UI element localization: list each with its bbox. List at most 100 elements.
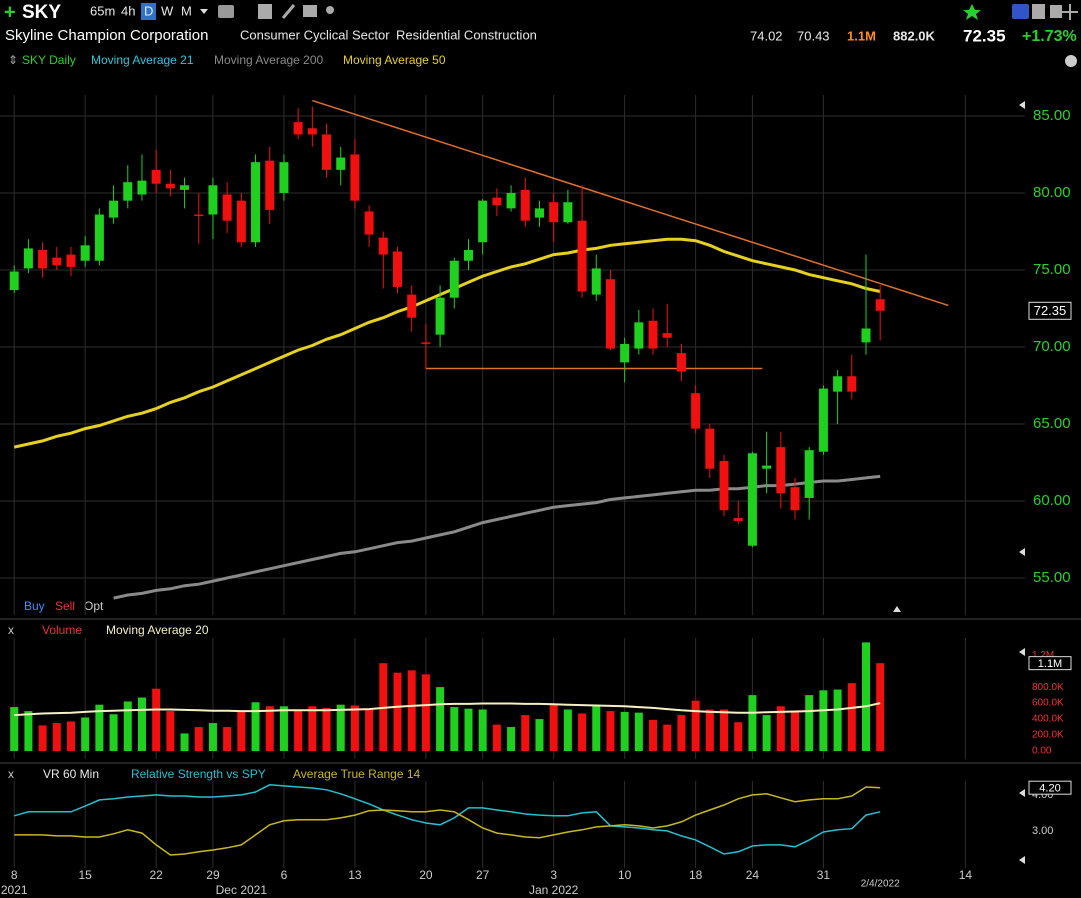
volume-bar	[805, 695, 814, 751]
close-button[interactable]: x	[8, 623, 14, 637]
candle-body	[194, 214, 204, 217]
y-tick-label: 80.00	[1033, 184, 1071, 201]
candle-body	[165, 183, 175, 189]
legend-item[interactable]: VR 60 Min	[43, 767, 99, 781]
tool-icon[interactable]	[258, 4, 272, 19]
candle-body	[847, 376, 857, 392]
volume-bar	[450, 707, 459, 751]
volume-bar	[833, 689, 842, 751]
timeframe[interactable]: 4h	[121, 3, 135, 18]
volume-bar	[563, 709, 572, 751]
candle-body	[393, 251, 403, 287]
tool-icon[interactable]	[281, 4, 296, 19]
price-marker-label: 4.20	[1039, 783, 1060, 795]
candle-body	[336, 157, 346, 170]
volume-bar	[109, 714, 118, 751]
sort-icon[interactable]: ⇕	[8, 53, 18, 67]
price-marker-box	[1028, 656, 1072, 671]
symbol[interactable]: SKY	[22, 2, 61, 23]
candle-body	[662, 333, 672, 338]
volume-bar	[66, 721, 75, 751]
candle-body	[180, 185, 190, 190]
volume-bar	[776, 706, 785, 751]
axis-arrow	[1019, 548, 1025, 556]
candle-body	[435, 297, 445, 335]
volume-bar	[734, 722, 743, 751]
candle-body	[875, 299, 885, 311]
timeframe[interactable]: M	[181, 3, 192, 18]
candle-body	[109, 200, 119, 218]
candle-body	[407, 294, 417, 318]
volume-bar	[194, 727, 203, 751]
volume-bar	[507, 727, 516, 751]
timeframe[interactable]: D	[144, 3, 153, 18]
timeframe[interactable]: W	[161, 3, 174, 18]
candle-body	[733, 517, 743, 522]
y-tick-label: 800.0K	[1032, 682, 1064, 693]
tool-icon[interactable]	[326, 6, 334, 14]
y-tick-label: 70.00	[1033, 338, 1071, 355]
volume-bar	[393, 672, 402, 751]
volume-bar	[137, 697, 146, 751]
candle-body	[9, 271, 19, 290]
x-tick-label: 18	[689, 868, 703, 882]
candle-body	[293, 122, 303, 135]
buy-button[interactable]: Buy	[24, 599, 45, 613]
current-date-label: 2/4/2022	[861, 879, 900, 890]
volume-bar	[791, 711, 800, 751]
legend-item[interactable]: Moving Average 20	[106, 623, 209, 637]
price-legend: ⇕ SKY Daily Moving Average 21 Moving Ave…	[8, 53, 1077, 67]
candle-body	[322, 134, 332, 170]
star-icon[interactable]	[963, 4, 981, 20]
legend-item[interactable]: Moving Average 200	[214, 53, 324, 67]
volume-bar	[294, 709, 303, 751]
legend-item[interactable]: Moving Average 21	[91, 53, 194, 67]
opt-button[interactable]: Opt	[84, 599, 104, 613]
move-icon[interactable]	[1062, 4, 1078, 20]
tool-icon[interactable]	[218, 5, 234, 18]
volume-bar	[322, 707, 331, 751]
sell-button[interactable]: Sell	[55, 599, 75, 613]
legend-item[interactable]: Volume	[42, 623, 82, 637]
volume-bar	[606, 711, 615, 751]
x-tick-label: 13	[348, 868, 362, 882]
legend-item[interactable]: SKY Daily	[22, 53, 76, 67]
volume-bar	[620, 711, 629, 751]
legend-item[interactable]: Average True Range 14	[293, 767, 421, 781]
layout-icon[interactable]	[1050, 5, 1062, 18]
indicator-line	[13, 784, 881, 855]
tool-icon[interactable]	[303, 5, 317, 17]
candle-body	[208, 185, 218, 215]
candle-body	[421, 342, 431, 344]
volume-bar	[237, 711, 246, 751]
legend-item[interactable]: Relative Strength vs SPY	[131, 767, 266, 781]
volume-bar	[634, 712, 643, 751]
price-marker-label: 1.1M	[1038, 658, 1062, 670]
save-icon[interactable]	[1032, 4, 1045, 19]
add-icon[interactable]: +	[4, 1, 16, 23]
x-period-label: Dec 2021	[216, 883, 268, 897]
candle-body	[222, 194, 232, 221]
low: 70.43	[797, 28, 830, 43]
volume-bar	[407, 670, 416, 751]
s-icon[interactable]	[1012, 4, 1029, 19]
dropdown-icon[interactable]	[200, 9, 208, 14]
y-tick-label: 85.00	[1033, 107, 1071, 124]
volume-bar	[336, 704, 345, 751]
palette-icon[interactable]	[1065, 55, 1077, 67]
x-tick-label: 6	[281, 868, 288, 882]
candle-body	[80, 245, 90, 261]
volume-bar	[95, 704, 104, 751]
timeframe[interactable]: 65m	[90, 3, 115, 18]
x-tick-label: 14	[959, 868, 973, 882]
candle-body	[137, 180, 147, 195]
candle-body	[549, 202, 559, 223]
candle-body	[790, 487, 800, 511]
volume-bar	[81, 717, 90, 751]
volume-bar	[123, 701, 132, 751]
close-button[interactable]: x	[8, 767, 14, 781]
candle-body	[478, 200, 488, 243]
volume-bar	[251, 702, 260, 751]
legend-item[interactable]: Moving Average 50	[343, 53, 446, 67]
y-tick-label: 200.0K	[1032, 730, 1064, 741]
